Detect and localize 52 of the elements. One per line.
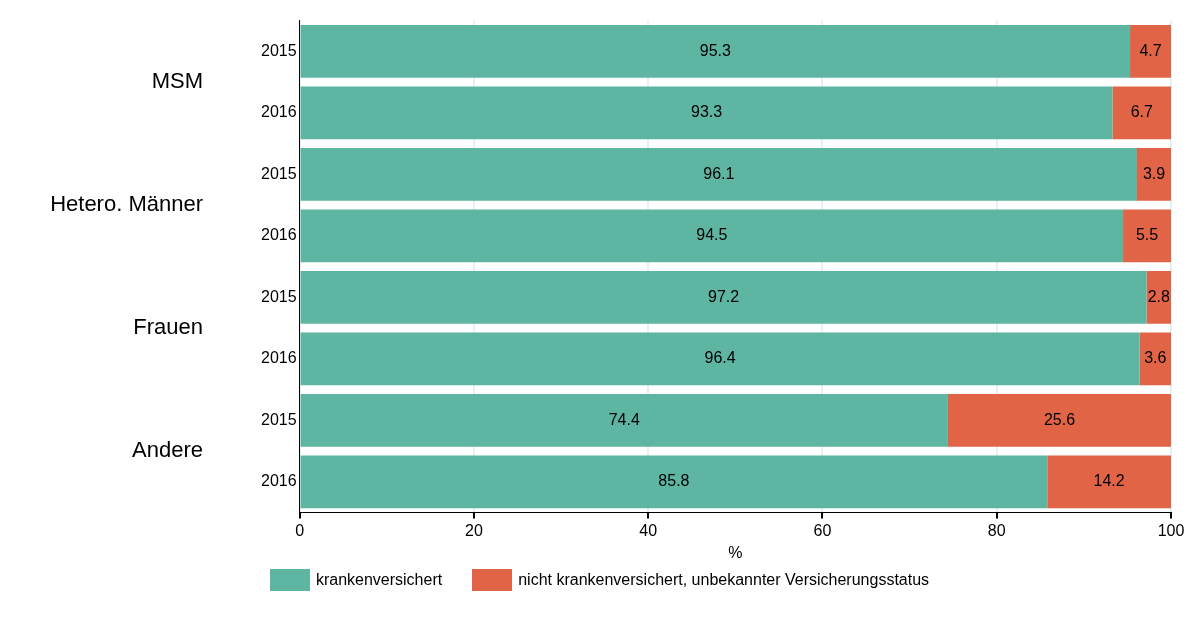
legend-label: krankenversichert bbox=[315, 571, 443, 589]
y-tick-label: 2016 bbox=[261, 472, 297, 490]
y-tick-label: 2016 bbox=[261, 226, 297, 244]
x-tick-label: 100 bbox=[1157, 521, 1185, 539]
data-label: 2.8 bbox=[1147, 287, 1171, 305]
bar bbox=[1130, 24, 1171, 78]
data-label: 97.2 bbox=[708, 287, 740, 305]
bar bbox=[300, 147, 1138, 201]
data-label: 4.7 bbox=[1139, 41, 1162, 59]
x-tick-label: 0 bbox=[295, 521, 305, 539]
y-tick-label: 2015 bbox=[261, 41, 297, 59]
data-label: 94.5 bbox=[696, 226, 728, 244]
bar bbox=[1137, 147, 1171, 201]
data-label: 85.8 bbox=[658, 472, 690, 490]
x-axis-title: % bbox=[728, 543, 743, 561]
text: MSM bbox=[151, 68, 203, 94]
data-label: 14.2 bbox=[1093, 472, 1125, 490]
text: Andere bbox=[132, 437, 203, 463]
bar bbox=[300, 86, 1113, 140]
bar bbox=[1047, 455, 1171, 509]
legend-label: nicht krankenversichert, unbekannter Versicherungsstatus bbox=[518, 571, 930, 589]
bar bbox=[300, 270, 1147, 324]
y-tick-label: 2015 bbox=[261, 164, 297, 182]
data-label: 6.7 bbox=[1130, 103, 1154, 121]
y-tick-label: 2016 bbox=[261, 349, 297, 367]
data-label: 74.4 bbox=[608, 410, 640, 428]
bar bbox=[300, 209, 1124, 263]
data-label: 3.6 bbox=[1144, 349, 1167, 367]
bar bbox=[1123, 209, 1171, 263]
y-tick-label: 2015 bbox=[261, 287, 297, 305]
x-tick-label: 20 bbox=[464, 521, 483, 539]
bar bbox=[300, 393, 948, 447]
bar bbox=[300, 24, 1131, 78]
y-tick-label: 2016 bbox=[261, 103, 297, 121]
bar bbox=[300, 332, 1140, 386]
text: Hetero. Männer bbox=[50, 191, 203, 217]
bar bbox=[1139, 332, 1171, 386]
data-label: 5.5 bbox=[1135, 226, 1159, 244]
x-tick-label: 40 bbox=[639, 521, 658, 539]
data-label: 93.3 bbox=[691, 103, 723, 121]
data-label: 95.3 bbox=[699, 41, 731, 59]
bar bbox=[1112, 86, 1171, 140]
data-label: 96.1 bbox=[703, 164, 735, 182]
text: Frauen bbox=[133, 314, 203, 340]
x-tick-label: 80 bbox=[987, 521, 1006, 539]
data-label: 96.4 bbox=[704, 349, 736, 367]
x-tick-label: 60 bbox=[813, 521, 832, 539]
bar bbox=[300, 455, 1048, 509]
data-label: 3.9 bbox=[1142, 164, 1166, 182]
data-label: 25.6 bbox=[1043, 410, 1076, 428]
bar bbox=[947, 393, 1171, 447]
y-tick-label: 2015 bbox=[261, 410, 297, 428]
